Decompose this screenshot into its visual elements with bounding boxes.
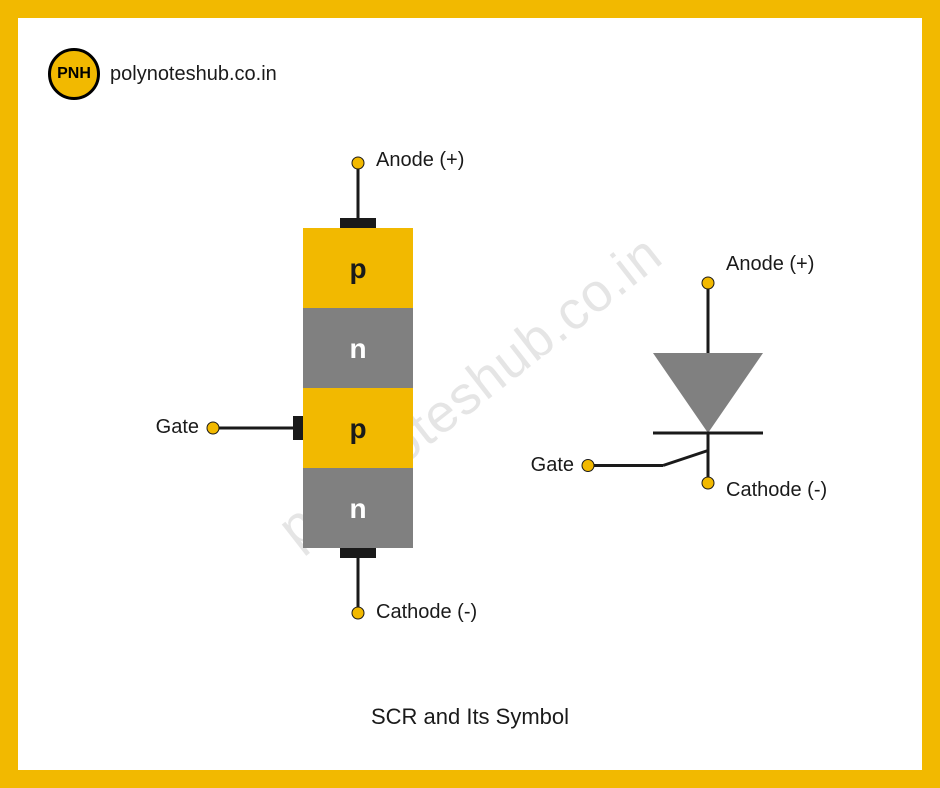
layer-label: p [349, 253, 366, 284]
logo-icon: PNH [48, 48, 100, 100]
site-logo-block: PNH polynoteshub.co.in [48, 48, 277, 100]
layer-label: n [349, 333, 366, 364]
scr-layer-diagram: p n p n [193, 143, 433, 633]
anode-label-structure: Anode (+) [376, 149, 464, 172]
anode-label-symbol: Anode (+) [726, 253, 814, 276]
diagram-frame: PNH polynoteshub.co.in polynoteshub.co.i… [0, 0, 940, 788]
layer-label: n [349, 493, 366, 524]
site-url: polynoteshub.co.in [110, 63, 277, 86]
cathode-label-structure: Cathode (-) [376, 601, 477, 624]
cathode-label-symbol: Cathode (-) [726, 479, 827, 502]
gate-label-structure: Gate [156, 416, 199, 439]
logo-text: PNH [57, 65, 91, 83]
layer-label: p [349, 413, 366, 444]
caption: SCR and Its Symbol [18, 704, 922, 730]
gate-label-symbol: Gate [531, 454, 574, 477]
scr-symbol-diagram [568, 263, 783, 503]
